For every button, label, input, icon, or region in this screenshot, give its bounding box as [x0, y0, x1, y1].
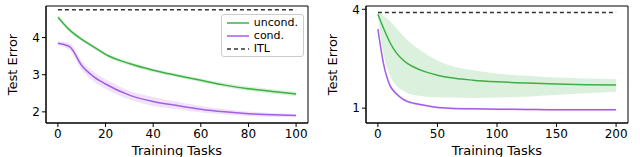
- html-text:uncond.: uncond.: [253, 16, 298, 29]
- svg-text:Training Tasks: Training Tasks: [451, 143, 542, 157]
- svg-text:Test Error: Test Error: [8, 33, 20, 96]
- svg-text:2: 2: [32, 105, 40, 119]
- svg-text:Training Tasks: Training Tasks: [131, 143, 222, 157]
- svg-text:200: 200: [605, 127, 628, 141]
- svg-text:4: 4: [32, 31, 40, 45]
- html-text:ITL: ITL: [253, 42, 270, 55]
- svg-text:0: 0: [54, 127, 62, 141]
- svg-text:0: 0: [374, 127, 382, 141]
- svg-text:1: 1: [352, 101, 360, 115]
- html-text:cond.: cond.: [253, 29, 285, 42]
- svg-text:Test Error: Test Error: [325, 33, 340, 96]
- svg-text:150: 150: [545, 127, 568, 141]
- svg-text:60: 60: [193, 127, 208, 141]
- svg-text:20: 20: [98, 127, 113, 141]
- svg-text:100: 100: [285, 127, 308, 141]
- svg-text:100: 100: [486, 127, 509, 141]
- svg-text:80: 80: [241, 127, 256, 141]
- svg-text:40: 40: [146, 127, 161, 141]
- svg-text:3: 3: [32, 68, 40, 82]
- svg-text:4: 4: [352, 3, 360, 17]
- svg-text:50: 50: [430, 127, 445, 141]
